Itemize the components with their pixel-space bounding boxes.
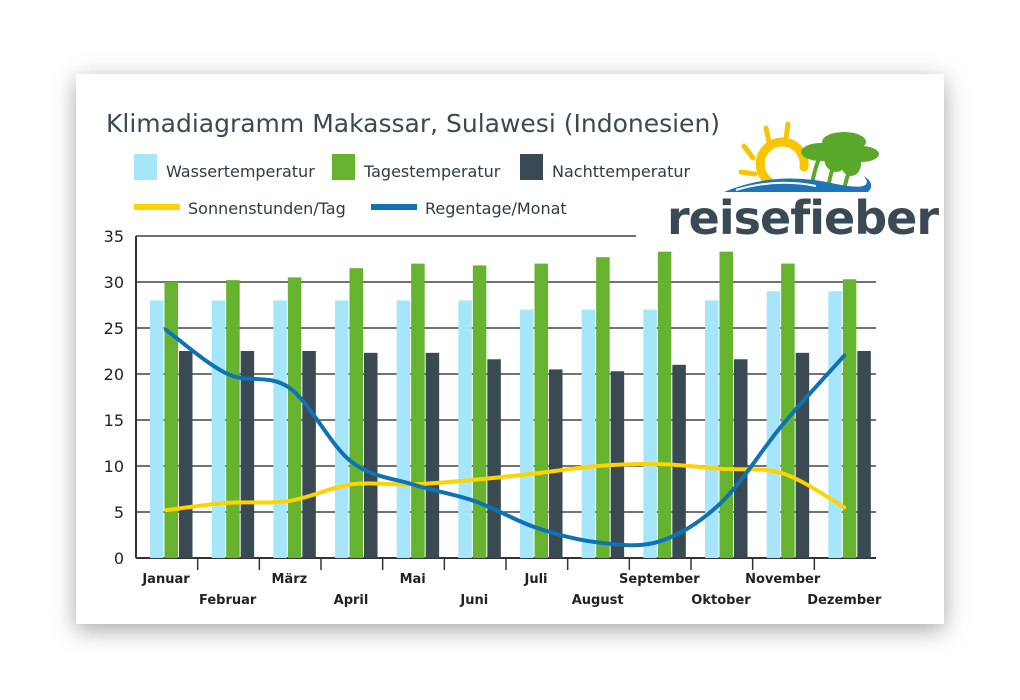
chart-card: Klimadiagramm Makassar, Sulawesi (Indone… <box>76 74 944 624</box>
bar-wassertemperatur <box>581 309 596 558</box>
wave-icon <box>724 176 872 192</box>
legend-swatch-nachttemperatur <box>520 154 543 180</box>
bar-tagestemperatur <box>287 277 302 558</box>
logo-text: reisefieber <box>667 191 939 245</box>
bar-tagestemperatur <box>349 268 363 558</box>
bar-tagestemperatur <box>596 257 610 558</box>
bar-nachttemperatur <box>857 351 871 558</box>
bar-tagestemperatur <box>164 282 178 558</box>
line-sonnenstunden-tag <box>164 462 847 513</box>
bar-wassertemperatur <box>705 300 719 558</box>
bar-nachttemperatur <box>425 352 440 558</box>
y-tick-label: 5 <box>114 503 124 522</box>
bar-nachttemperatur <box>302 351 316 558</box>
bar-wassertemperatur <box>396 300 411 558</box>
sun-icon <box>738 121 809 191</box>
x-tick-label: Juli <box>523 572 547 587</box>
bar-nachttemperatur <box>364 352 378 558</box>
bar-nachttemperatur <box>487 359 501 558</box>
bar-nachttemperatur <box>672 364 686 558</box>
bar-wassertemperatur <box>520 309 534 558</box>
bar-tagestemperatur <box>781 263 795 558</box>
y-tick-label: 35 <box>104 227 124 246</box>
y-tick-label: 15 <box>104 411 124 430</box>
legend-label-nachttemperatur: Nachttemperatur <box>552 162 690 181</box>
bar-wassertemperatur <box>766 291 781 558</box>
legend-label-wassertemperatur: Wassertemperatur <box>166 162 315 181</box>
bar-wassertemperatur <box>211 300 226 558</box>
x-tick-label: November <box>745 572 821 587</box>
x-tick-label: Oktober <box>691 593 751 608</box>
bar-nachttemperatur <box>795 352 810 558</box>
x-axis-ticks: Januar Februar März April Mai Juni Juli August S… <box>141 572 882 608</box>
grid-lines <box>135 235 876 570</box>
y-tick-label: 25 <box>104 319 124 338</box>
x-tick-label: Dezember <box>807 593 882 608</box>
line-series <box>164 327 847 548</box>
bar-tagestemperatur <box>534 263 548 558</box>
x-tick-label: August <box>572 593 624 608</box>
legend: Wassertemperatur Tagestemperatur Nachttemp… <box>134 154 690 218</box>
bar-wassertemperatur <box>150 300 164 558</box>
bar-tagestemperatur <box>842 279 857 558</box>
legend-swatch-sonnenstunden-tag <box>134 204 180 210</box>
bar-tagestemperatur <box>719 251 733 558</box>
x-tick-label: Januar <box>141 572 190 587</box>
bar-tagestemperatur <box>657 251 672 558</box>
bar-tagestemperatur <box>226 280 240 558</box>
legend-label-regentage-monat: Regentage/Monat <box>425 199 567 218</box>
line-regentage-monat <box>164 327 847 548</box>
bar-nachttemperatur <box>734 359 748 558</box>
bar-wassertemperatur <box>335 300 349 558</box>
legend-swatch-wassertemperatur <box>134 154 157 180</box>
bar-wassertemperatur <box>828 291 842 558</box>
bar-tagestemperatur <box>472 265 487 558</box>
bar-series <box>150 251 871 558</box>
bar-wassertemperatur <box>643 309 657 558</box>
bar-wassertemperatur <box>458 300 472 558</box>
x-tick-label: März <box>271 572 307 587</box>
bar-wassertemperatur <box>273 300 287 558</box>
y-axis-ticks: 0 5 10 15 20 25 30 35 <box>104 227 124 568</box>
y-tick-label: 20 <box>104 365 124 384</box>
x-tick-label: Februar <box>199 593 257 608</box>
bar-nachttemperatur <box>549 369 563 558</box>
y-tick-label: 30 <box>104 273 124 292</box>
y-tick-label: 0 <box>114 549 124 568</box>
x-tick-label: September <box>619 572 700 587</box>
legend-swatch-regentage-monat <box>371 204 417 210</box>
climate-chart: Klimadiagramm Makassar, Sulawesi (Indone… <box>104 109 941 608</box>
y-tick-label: 10 <box>104 457 124 476</box>
chart-title: Klimadiagramm Makassar, Sulawesi (Indone… <box>106 109 720 138</box>
legend-label-tagestemperatur: Tagestemperatur <box>363 162 501 181</box>
bar-nachttemperatur <box>179 351 193 558</box>
bar-tagestemperatur <box>411 263 425 558</box>
x-tick-label: Juni <box>459 593 488 608</box>
x-tick-label: April <box>334 593 369 608</box>
legend-swatch-tagestemperatur <box>332 154 355 180</box>
bar-nachttemperatur <box>240 351 255 558</box>
legend-label-sonnenstunden-tag: Sonnenstunden/Tag <box>188 199 346 218</box>
reisefieber-logo: reisefieber <box>667 121 940 245</box>
x-tick-label: Mai <box>400 572 426 587</box>
